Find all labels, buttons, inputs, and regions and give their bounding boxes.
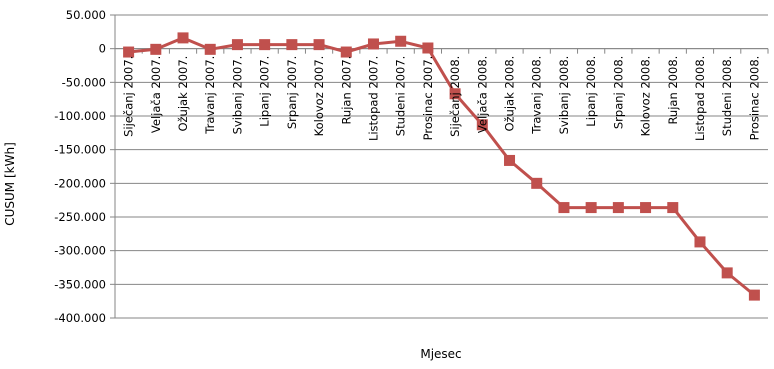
y-tick-label: 50.000 [66, 8, 106, 22]
y-axis-label: CUSUM [kWh] [3, 142, 17, 226]
data-point [449, 88, 461, 100]
x-tick-label: Travanj 2008. [530, 56, 544, 135]
x-tick-label: Listopad 2008. [693, 56, 707, 141]
y-tick-label: -300.000 [54, 244, 106, 258]
x-tick-label: Prosinac 2008. [747, 56, 761, 141]
x-tick-label: Prosinac 2007. [421, 56, 435, 141]
axes [110, 14, 769, 319]
data-point [667, 202, 679, 214]
y-tick-label: -400.000 [54, 311, 106, 325]
y-tick-label: -200.000 [54, 176, 106, 190]
x-tick-label: Veljača 2008. [475, 56, 489, 133]
data-point [259, 39, 271, 51]
series [123, 32, 760, 301]
data-point [367, 38, 379, 50]
data-point [612, 202, 624, 214]
data-point [313, 39, 325, 51]
x-tick-label: Studeni 2008. [720, 56, 734, 137]
x-tick-label: Travanj 2007. [203, 56, 217, 135]
y-tick-label: 0 [99, 42, 106, 56]
data-point [286, 39, 298, 51]
x-axis-label: Mjesec [420, 347, 461, 361]
data-point [177, 32, 189, 44]
x-tick-label: Lipanj 2008. [584, 56, 598, 127]
x-tick-label: Svibanj 2007. [230, 56, 244, 135]
data-point [422, 42, 434, 54]
x-tick-label: Ožujak 2008. [503, 56, 517, 132]
data-point [340, 46, 352, 58]
x-tick-labels: Siječanj 2007. Veljača 2007. Ožujak 2007. T… [122, 56, 762, 141]
y-tick-label: -150.000 [54, 143, 106, 157]
x-tick-label: Srpanj 2008. [611, 56, 625, 129]
y-tick-label: -350.000 [54, 277, 106, 291]
y-tick-label: -250.000 [54, 210, 106, 224]
data-point [585, 202, 597, 214]
data-point [395, 35, 407, 47]
data-point [531, 177, 543, 189]
x-tick-label: Lipanj 2007. [258, 56, 272, 127]
data-point [558, 202, 570, 214]
data-point [504, 154, 516, 166]
y-tick-label: -50.000 [62, 75, 106, 89]
x-tick-label: Veljača 2007. [149, 56, 163, 133]
data-point [204, 43, 216, 55]
x-tick-label: Studeni 2007. [394, 56, 408, 137]
data-point [694, 236, 706, 248]
data-point [150, 43, 162, 55]
x-tick-label: Listopad 2007. [366, 56, 380, 141]
series-line [128, 36, 756, 297]
x-tick-label: Siječanj 2007. [122, 56, 136, 137]
y-tick-labels: 50.000 0 -50.000 -100.000 -150.000 -200.000 -2… [54, 8, 106, 325]
x-tick-label: Ožujak 2007. [176, 56, 190, 132]
data-point [640, 202, 652, 214]
data-point [476, 119, 488, 131]
x-tick-label: Svibanj 2008. [557, 56, 571, 135]
data-point [231, 39, 243, 51]
x-tick-label: Kolovoz 2008. [639, 56, 653, 137]
x-tick-label: Srpanj 2007. [285, 56, 299, 129]
data-point [123, 46, 135, 58]
x-tick-label: Siječanj 2008. [448, 56, 462, 137]
y-tick-label: -100.000 [54, 109, 106, 123]
x-tick-label: Rujan 2008. [666, 56, 680, 125]
data-point [748, 289, 760, 301]
x-tick-label: Kolovoz 2007. [312, 56, 326, 137]
x-tick-label: Rujan 2007. [339, 56, 353, 125]
data-point [721, 267, 733, 279]
